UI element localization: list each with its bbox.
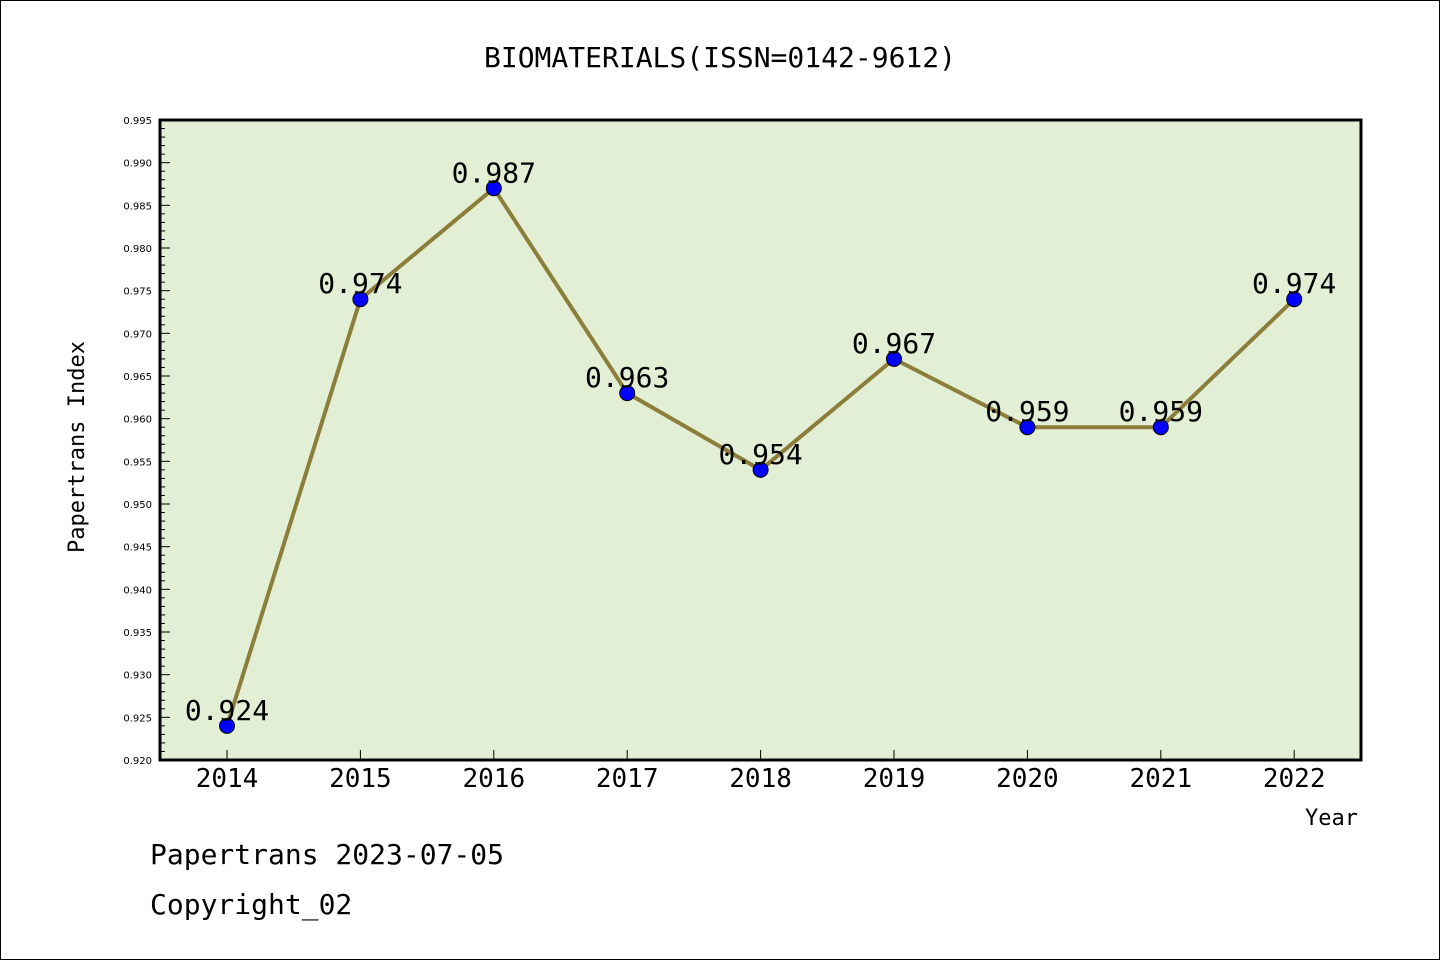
footer-date: Papertrans 2023-07-05 (150, 838, 504, 871)
y-axis-label: Papertrans Index (65, 341, 90, 553)
x-tick-label: 2022 (1263, 764, 1326, 794)
x-axis-ticks: 2014 2015 2016 2017 2018 2019 2020 2021 2022 (196, 750, 1326, 794)
x-tick-label: 2014 (196, 764, 259, 794)
data-point (1152, 419, 1169, 436)
x-tick-label: 2018 (729, 764, 792, 794)
data-label: 0.963 (585, 361, 669, 394)
y-tick-label: 0.985 (123, 201, 152, 212)
series-layer (219, 180, 1303, 734)
x-tick-label: 2016 (462, 764, 525, 794)
y-tick-label: 0.925 (123, 713, 152, 724)
y-tick-label: 0.990 (123, 159, 152, 170)
plot-area (158, 118, 1363, 762)
data-point (485, 180, 502, 197)
y-tick-label: 0.940 (123, 585, 152, 596)
data-point (1019, 419, 1036, 436)
data-point (886, 350, 902, 367)
y-tick-label: 0.935 (123, 628, 152, 639)
x-tick-label: 2020 (996, 764, 1059, 794)
data-point (752, 461, 769, 478)
data-point (619, 385, 636, 402)
data-point (219, 717, 235, 734)
data-label: 0.974 (1252, 267, 1336, 300)
y-tick-label: 0.965 (123, 372, 152, 383)
y-tick-label: 0.975 (123, 287, 152, 298)
x-axis-label: Year (1305, 806, 1358, 831)
footer-copyright: Copyright_02 (150, 888, 352, 922)
y-tick-label: 0.945 (123, 543, 152, 554)
data-point (352, 291, 369, 308)
x-tick-label: 2015 (329, 764, 392, 794)
y-tick-label: 0.950 (123, 500, 152, 511)
y-tick-label: 0.980 (123, 244, 152, 255)
data-label: 0.954 (718, 438, 802, 471)
y-tick-label: 0.995 (123, 116, 152, 127)
y-tick-label: 0.955 (123, 457, 152, 468)
data-label: 0.967 (852, 327, 936, 360)
data-label: 0.987 (452, 156, 536, 189)
data-label: 0.924 (185, 694, 269, 727)
x-tick-label: 2017 (596, 764, 659, 794)
data-point (1286, 291, 1303, 308)
chart-title: BIOMATERIALS(ISSN=0142-9612) (484, 41, 956, 74)
y-axis-ticks: 0.920 0.925 0.930 0.935 0.940 0.945 0.950 0.955… (123, 116, 170, 767)
y-tick-label: 0.960 (123, 415, 152, 426)
data-labels-layer: 0.924 0.974 0.987 0.963 0.954 0.967 0.959 0.959… (185, 156, 1336, 727)
y-tick-label: 0.930 (123, 671, 152, 682)
x-tick-label: 2021 (1129, 764, 1192, 794)
x-tick-label: 2019 (863, 764, 926, 794)
data-label: 0.959 (985, 395, 1069, 428)
data-label: 0.974 (318, 267, 402, 300)
data-label: 0.959 (1119, 395, 1203, 428)
y-tick-label: 0.970 (123, 329, 152, 340)
y-tick-label: 0.920 (123, 756, 152, 767)
